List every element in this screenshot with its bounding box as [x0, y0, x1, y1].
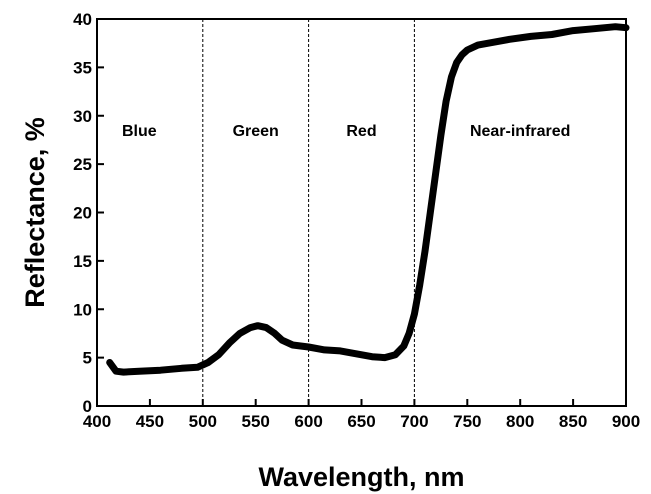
y-tick-label: 35	[73, 58, 92, 77]
x-tick-label: 800	[506, 412, 534, 431]
y-tick-label: 25	[73, 155, 92, 174]
reflectance-curve	[106, 23, 630, 376]
band-labels: Blue Green Red Near-infrared	[122, 123, 570, 140]
plot-frame	[96, 18, 627, 407]
x-tick-label: 850	[559, 412, 587, 431]
x-tick-label: 550	[242, 412, 270, 431]
x-axis-title: Wavelength, nm	[258, 462, 464, 492]
y-tick-label: 20	[73, 204, 92, 223]
y-tick-label: 10	[73, 300, 92, 319]
x-tick-label: 450	[136, 412, 164, 431]
x-tick-label: 650	[347, 412, 375, 431]
y-tick-label: 40	[73, 10, 92, 29]
band-label-blue: Blue	[122, 123, 157, 140]
y-tick-label: 30	[73, 107, 92, 126]
x-tick-label: 750	[453, 412, 481, 431]
y-tick-label: 5	[83, 349, 92, 368]
y-axis-ticks: 0 5 10 15 20 25 30 35 40	[73, 10, 104, 416]
x-tick-label: 600	[294, 412, 322, 431]
x-axis-ticks: 400 450 500 550 600 650 700 750 800 850 900	[83, 399, 640, 431]
y-tick-label: 0	[83, 397, 92, 416]
band-label-near-infrared: Near-infrared	[470, 123, 570, 140]
x-tick-label: 900	[612, 412, 640, 431]
band-dividers	[202, 19, 415, 406]
x-tick-label: 400	[83, 412, 111, 431]
x-tick-label: 700	[400, 412, 428, 431]
x-tick-label: 500	[189, 412, 217, 431]
y-axis-title: Reflectance, %	[20, 117, 50, 308]
band-label-green: Green	[233, 123, 279, 140]
y-tick-label: 15	[73, 252, 92, 271]
band-label-red: Red	[346, 123, 376, 140]
